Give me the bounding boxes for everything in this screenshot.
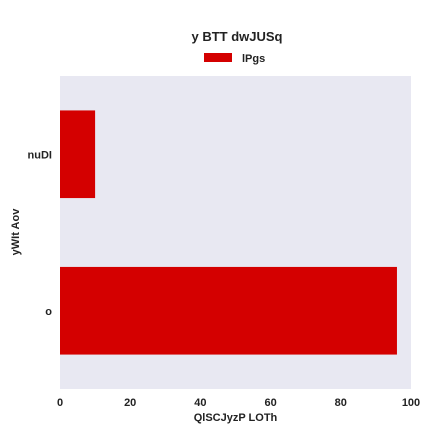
bars-group <box>60 110 397 355</box>
y-tick-labels: nuDI o <box>28 149 53 318</box>
x-tick-label: 20 <box>124 397 136 409</box>
legend-swatch <box>204 53 232 62</box>
x-tick-label: 0 <box>57 397 63 409</box>
bar <box>60 266 397 355</box>
x-tick-label: 80 <box>335 397 347 409</box>
legend-label: lPgs <box>242 53 265 65</box>
x-tick-label: 60 <box>264 397 276 409</box>
x-axis-label: QlSCJyzP LOTh <box>194 412 278 424</box>
x-tick-labels: 0 20 40 60 80 100 <box>57 397 420 409</box>
y-tick-label: o <box>45 306 52 318</box>
y-axis-label: yWIt Aov <box>10 208 22 256</box>
legend: lPgs <box>204 53 265 65</box>
y-tick-label: nuDI <box>28 149 52 161</box>
bar <box>60 110 96 199</box>
chart-title: y BTT dwJUSq <box>191 29 282 44</box>
x-tick-label: 100 <box>402 397 420 409</box>
x-tick-label: 40 <box>194 397 206 409</box>
